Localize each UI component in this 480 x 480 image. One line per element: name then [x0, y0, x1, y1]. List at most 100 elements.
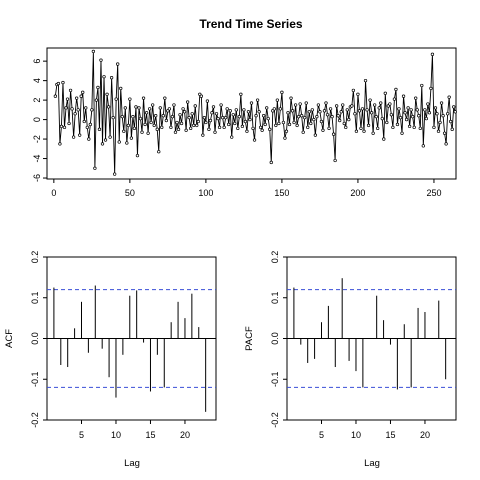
data-point [249, 101, 254, 105]
data-point [289, 96, 293, 100]
x-axis: 5 10 15 20 [319, 420, 430, 440]
data-point [245, 129, 249, 133]
data-point [170, 115, 175, 119]
data-point [231, 113, 235, 117]
data-point [374, 115, 378, 119]
data-point [155, 127, 159, 131]
data-point [184, 128, 188, 132]
data-point [391, 125, 395, 130]
x-tick-label: 5 [79, 430, 84, 440]
data-point [179, 121, 184, 126]
data-point [287, 122, 292, 127]
data-point [252, 138, 257, 142]
data-point [441, 114, 445, 118]
y-tick-label: 4 [32, 78, 42, 83]
pacf-panel: 5 10 15 20 -0.2 -0.1 0.0 0.1 0.2 Lag PACF [244, 251, 457, 469]
data-point [377, 106, 381, 110]
data-point [242, 108, 246, 112]
x-axis: 5 10 15 20 [79, 420, 190, 440]
data-point [341, 103, 345, 107]
y-tick-label: 0 [32, 117, 42, 122]
data-point [274, 123, 278, 128]
data-point [88, 122, 92, 127]
data-point [330, 115, 334, 119]
data-point [429, 86, 433, 91]
data-point [345, 108, 349, 112]
data-point [397, 107, 401, 111]
data-point [272, 107, 276, 111]
time-series-panel: Trend Time Series 0 50 100 150 200 250 -6 -4 -2… [32, 17, 457, 198]
x-tick-label: 250 [426, 188, 441, 198]
data-point [154, 114, 158, 118]
data-point [87, 137, 91, 141]
data-point [275, 98, 279, 102]
data-point [362, 129, 366, 133]
data-point [100, 142, 105, 146]
data-point [371, 131, 375, 135]
data-point [268, 127, 272, 131]
y-tick-label: -6 [32, 174, 42, 182]
data-point [312, 117, 316, 122]
data-point [373, 103, 377, 107]
data-point [61, 80, 65, 85]
data-point [298, 102, 302, 106]
data-point [190, 112, 194, 116]
data-point [134, 105, 138, 109]
data-point [211, 105, 216, 109]
data-point [313, 133, 318, 137]
data-point [444, 142, 448, 146]
y-tick-label: -4 [32, 155, 42, 163]
data-point [224, 115, 228, 120]
data-point [233, 121, 237, 126]
data-point [283, 136, 287, 140]
x-tick-label: 5 [319, 430, 324, 440]
data-point [68, 88, 73, 93]
data-point [414, 96, 418, 100]
data-point [301, 130, 305, 134]
data-point [234, 108, 238, 112]
data-point [214, 112, 219, 116]
y-axis: -0.2 -0.1 0.0 0.1 0.2 [270, 251, 287, 428]
data-point [316, 103, 321, 107]
x-tick-label: 50 [125, 188, 135, 198]
data-point [327, 126, 331, 131]
data-point [181, 107, 185, 111]
data-point [79, 94, 83, 98]
data-point [202, 115, 207, 120]
data-point [351, 88, 356, 93]
x-axis-label: Lag [124, 458, 140, 469]
data-point [281, 120, 286, 125]
data-point [138, 116, 143, 121]
data-point [216, 116, 220, 121]
data-point [160, 125, 164, 130]
data-point [114, 97, 118, 101]
data-point [84, 106, 88, 110]
data-point [220, 115, 225, 120]
data-point [277, 121, 281, 126]
y-tick-label: 0.2 [30, 251, 40, 264]
data-point [295, 123, 299, 128]
data-point [254, 114, 258, 118]
data-point [394, 87, 398, 92]
data-point [353, 112, 357, 116]
data-point [423, 108, 427, 112]
y-tick-label: 2 [32, 98, 42, 103]
data-point [208, 118, 213, 123]
data-point [217, 125, 222, 130]
data-point [319, 119, 324, 124]
y-tick-label: 0.2 [270, 251, 280, 264]
plot-frame [46, 47, 457, 180]
data-point [453, 110, 457, 114]
data-point [321, 128, 325, 132]
data-point [129, 136, 134, 140]
data-point [260, 128, 264, 132]
data-point [73, 112, 77, 116]
data-point [99, 58, 103, 62]
series-line [54, 51, 456, 175]
x-tick-label: 200 [350, 188, 365, 198]
data-point [182, 110, 187, 114]
data-point [324, 101, 328, 105]
data-point [342, 121, 346, 126]
x-tick-label: 100 [198, 188, 213, 198]
data-point [103, 138, 108, 142]
